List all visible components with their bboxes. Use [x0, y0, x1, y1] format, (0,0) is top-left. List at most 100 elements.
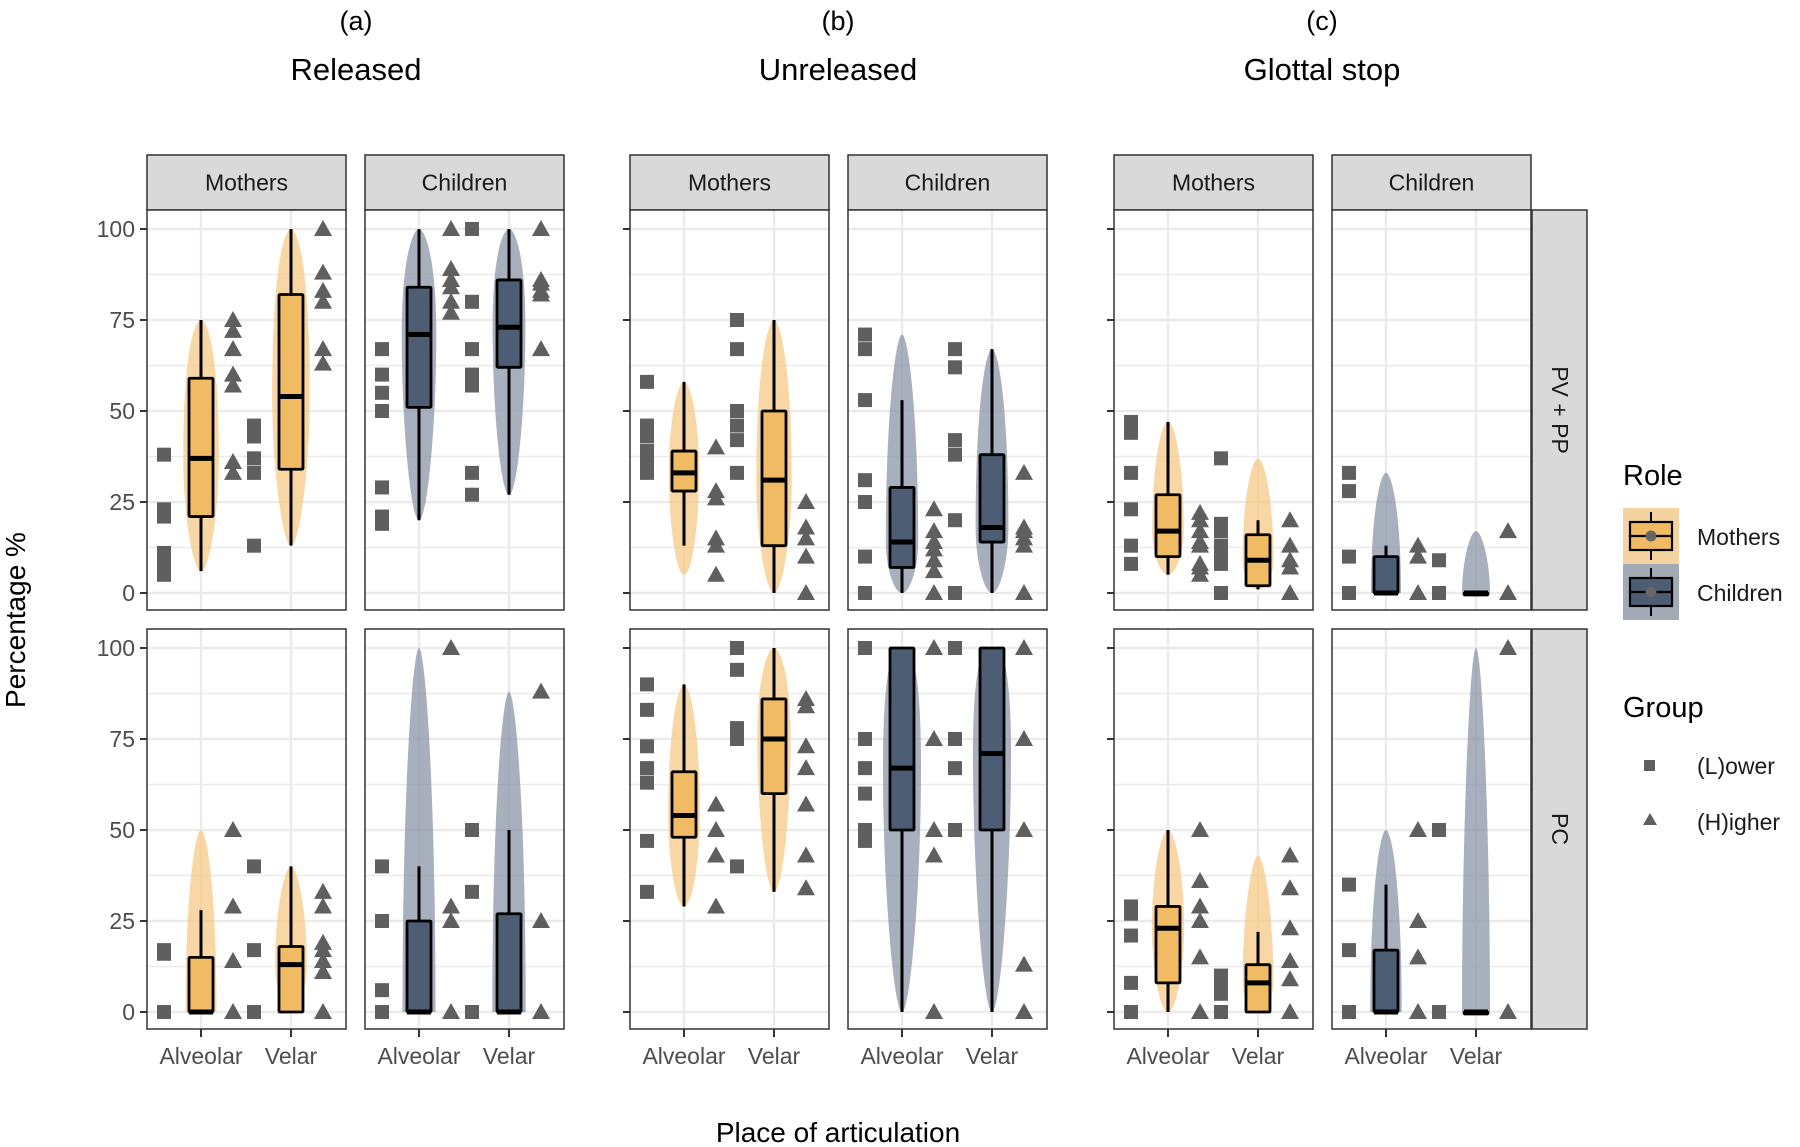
- higher-group-point: [224, 340, 242, 357]
- lower-group-point: [730, 662, 744, 677]
- panel-border: [847, 628, 1048, 1030]
- higher-group-point: [1015, 584, 1033, 600]
- y-tick-label: 100: [97, 216, 135, 242]
- higher-group-point: [1015, 1003, 1033, 1019]
- lower-group-point: [858, 761, 872, 776]
- panel-released-mothers-pc: 0 25 50 75 100 Alveolar Velar: [97, 628, 347, 1069]
- higher-group-point: [925, 639, 943, 655]
- legend: Role Mothers Children Group (L)ower (H)i…: [1623, 460, 1783, 835]
- lower-group-point: [640, 444, 654, 459]
- triangle-marker-icon: [1643, 813, 1657, 825]
- higher-group-point: [1191, 522, 1209, 539]
- lower-group-point: [1124, 899, 1138, 914]
- panel-border: [1113, 628, 1314, 1030]
- lower-group-point: [1124, 1005, 1138, 1019]
- higher-group-point: [707, 821, 725, 837]
- x-axis-title: Place of articulation: [716, 1117, 960, 1147]
- lower-group-point: [948, 342, 962, 357]
- higher-group-point: [1191, 948, 1209, 965]
- higher-group-point: [797, 846, 815, 863]
- lower-group-point: [640, 702, 654, 717]
- facet-strip-unreleased-mothers: Mothers: [629, 154, 830, 211]
- row-strip-label-pc: PC: [1547, 813, 1573, 845]
- lower-group-point: [1432, 586, 1446, 600]
- lower-group-point: [247, 943, 261, 958]
- panel-border: [146, 628, 347, 1030]
- lower-group-point: [465, 222, 479, 236]
- lower-group-point: [375, 385, 389, 400]
- facets: Mothers 0 25 50 75 100 0 25 50 75 100 Alveolar Velar…: [97, 154, 1532, 1069]
- lower-group-point: [730, 641, 744, 655]
- higher-group-point: [314, 897, 332, 914]
- higher-group-point: [1281, 584, 1299, 600]
- lower-group-point: [948, 732, 962, 746]
- lower-group-point: [1432, 823, 1446, 837]
- lower-group-point: [858, 732, 872, 746]
- higher-group-point: [1409, 547, 1427, 564]
- lower-group-point: [1124, 556, 1138, 571]
- higher-group-point: [1015, 463, 1033, 480]
- row-strip-label-pv-pp: PV + PP: [1547, 366, 1573, 454]
- lower-group-point: [858, 786, 872, 801]
- box: [495, 912, 523, 1014]
- lower-group-point: [1214, 451, 1228, 466]
- box: [888, 486, 916, 569]
- higher-group-point: [1015, 955, 1033, 972]
- lower-group-point: [465, 823, 479, 837]
- lower-group-point: [858, 342, 872, 357]
- distribution-alveolar: [375, 220, 460, 531]
- facet-strip-label: Children: [1389, 170, 1475, 196]
- higher-group-point: [224, 1003, 242, 1019]
- lower-group-point: [1342, 1005, 1356, 1019]
- lower-group-point: [465, 342, 479, 357]
- panel-unreleased-mothers-pc: Alveolar Velar: [623, 628, 830, 1069]
- box: [978, 453, 1006, 544]
- lower-group-point: [1342, 549, 1356, 564]
- legend-role-title: Role: [1623, 460, 1683, 492]
- panel-border: [146, 209, 347, 611]
- lower-group-point: [858, 327, 872, 342]
- higher-group-point: [1281, 536, 1299, 553]
- higher-group-point: [314, 962, 332, 979]
- y-tick-label: 25: [109, 908, 135, 934]
- x-tick-label: Velar: [966, 1043, 1019, 1069]
- higher-group-point: [224, 463, 242, 480]
- higher-group-point: [925, 522, 943, 539]
- lower-group-point: [858, 549, 872, 564]
- lower-group-point: [465, 487, 479, 502]
- lower-group-point: [640, 677, 654, 692]
- lower-group-point: [375, 1005, 389, 1019]
- lower-group-point: [375, 480, 389, 495]
- lower-group-point: [1214, 968, 1228, 983]
- higher-group-point: [707, 897, 725, 914]
- higher-group-point: [925, 821, 943, 837]
- higher-group-point: [1409, 821, 1427, 837]
- higher-group-point: [224, 311, 242, 327]
- lower-group-point: [948, 761, 962, 776]
- column-title-released: Released: [291, 52, 422, 87]
- legend-item-higher: (H)igher: [1643, 809, 1780, 835]
- y-tick-label: 0: [122, 999, 135, 1025]
- higher-group-point: [925, 551, 943, 568]
- higher-group-point: [442, 220, 460, 236]
- higher-group-point: [1281, 511, 1299, 528]
- panel-border: [364, 628, 565, 1030]
- higher-group-point: [314, 354, 332, 371]
- higher-group-point: [1281, 919, 1299, 936]
- lower-group-point: [640, 884, 654, 899]
- higher-group-point: [797, 795, 815, 812]
- x-tick-label: Alveolar: [159, 1043, 242, 1069]
- higher-group-point: [1499, 639, 1517, 655]
- panel-border: [629, 209, 830, 611]
- lower-group-point: [640, 418, 654, 433]
- x-tick-label: Alveolar: [377, 1043, 460, 1069]
- higher-group-point: [442, 292, 460, 309]
- higher-group-point: [1499, 584, 1517, 600]
- higher-group-point: [1191, 533, 1209, 550]
- higher-group-point: [1409, 536, 1427, 553]
- lower-group-point: [858, 641, 872, 655]
- lower-group-point: [1214, 549, 1228, 564]
- distribution-alveolar: [375, 639, 460, 1019]
- higher-group-point: [314, 292, 332, 309]
